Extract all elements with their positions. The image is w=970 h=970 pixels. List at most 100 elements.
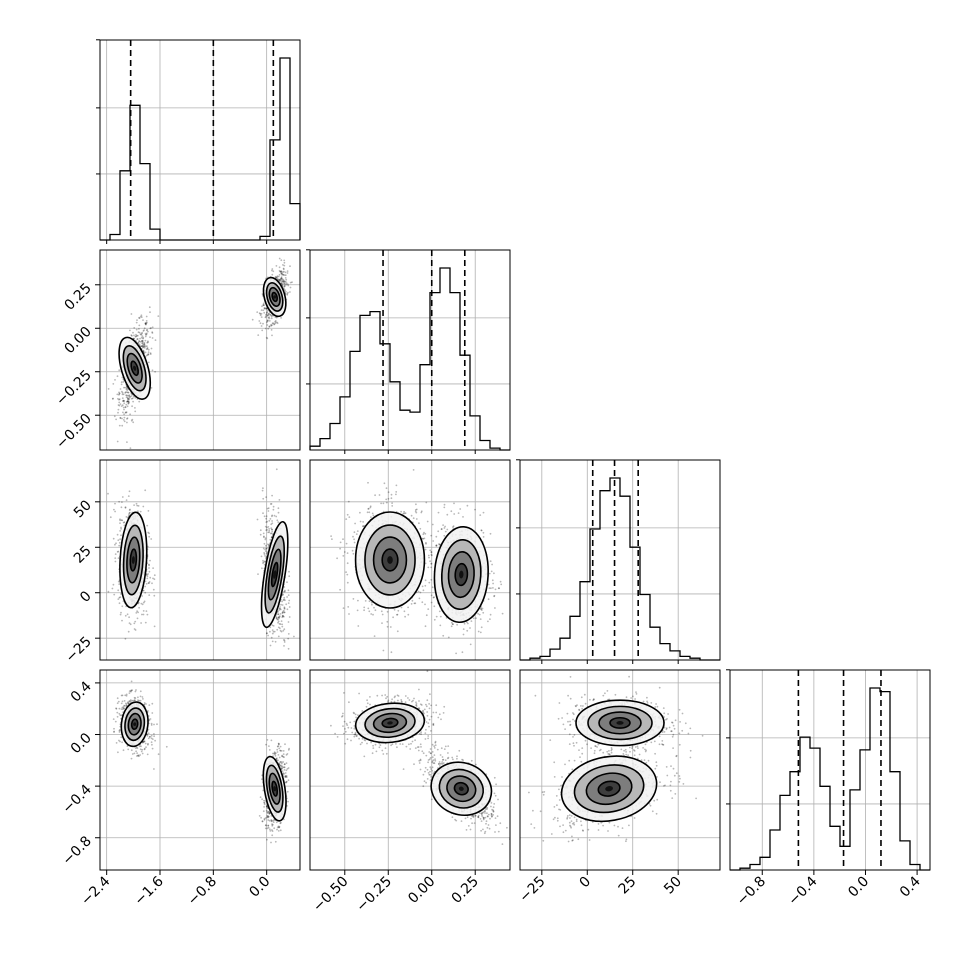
sample-point [153, 594, 156, 597]
sample-point [393, 608, 396, 611]
sample-point [128, 616, 131, 619]
sample-point [133, 696, 136, 699]
sample-point [153, 768, 155, 770]
sample-point [283, 282, 285, 285]
sample-point [127, 391, 129, 394]
sample-point [119, 613, 122, 616]
sample-point [287, 589, 290, 592]
sample-point [131, 397, 134, 400]
sample-point [269, 630, 271, 633]
sample-point [251, 318, 254, 321]
sample-point [267, 510, 270, 512]
sample-point [266, 309, 269, 312]
sample-point [280, 280, 283, 283]
sample-point [117, 408, 120, 411]
sample-point [271, 522, 274, 525]
sample-point [288, 570, 290, 573]
sample-point [410, 603, 413, 605]
sample-point [415, 518, 418, 520]
sample-point [269, 518, 272, 520]
sample-point [262, 562, 264, 564]
sample-point [149, 352, 152, 355]
sample-point [263, 536, 265, 539]
sample-point [276, 275, 279, 278]
sample-point [141, 340, 144, 342]
sample-point [272, 505, 275, 508]
sample-point [283, 596, 286, 599]
sample-point [153, 625, 156, 628]
sample-point [145, 320, 148, 322]
sample-point [123, 416, 126, 419]
sample-point [120, 736, 123, 739]
sample-point [263, 802, 266, 804]
sample-point [267, 810, 270, 813]
sample-point [114, 560, 117, 563]
sample-point [283, 763, 286, 766]
sample-point [138, 755, 140, 758]
sample-point [149, 327, 152, 330]
sample-point [128, 397, 131, 399]
sample-point [424, 603, 426, 606]
sample-point [148, 594, 151, 596]
sample-point [371, 603, 373, 606]
sample-point [136, 752, 139, 754]
sample-point [134, 397, 137, 399]
sample-point [146, 613, 149, 616]
sample-point [144, 489, 147, 492]
sample-point [122, 381, 125, 383]
sample-point [147, 710, 149, 712]
sample-point [402, 512, 405, 515]
sample-point [395, 484, 398, 487]
sample-point [289, 286, 292, 289]
sample-point [266, 307, 268, 310]
sample-point [266, 324, 269, 326]
sample-point [121, 605, 124, 608]
sample-point [119, 519, 121, 522]
joint-panel-0-3 [99, 669, 301, 871]
sample-point [151, 747, 154, 750]
sample-point [265, 547, 268, 550]
sample-point [120, 708, 123, 710]
sample-point [283, 284, 286, 287]
sample-point [281, 280, 284, 283]
sample-point [118, 739, 120, 742]
sample-point [278, 763, 281, 765]
sample-point [123, 402, 126, 405]
sample-point [268, 812, 271, 815]
sample-point [410, 514, 413, 517]
sample-point [391, 505, 394, 507]
sample-point [123, 707, 125, 710]
sample-point [280, 277, 282, 280]
density-contour [133, 722, 137, 727]
sample-point [279, 629, 282, 632]
sample-point [148, 570, 151, 573]
sample-point [277, 626, 280, 629]
sample-point [114, 557, 117, 559]
sample-point [285, 769, 288, 772]
sample-point [139, 695, 142, 698]
sample-point [263, 553, 266, 555]
sample-point [260, 325, 263, 327]
sample-point [145, 354, 148, 357]
sample-point [362, 525, 365, 528]
sample-point [425, 542, 427, 545]
sample-point [263, 799, 265, 802]
sample-point [437, 511, 440, 514]
sample-point [276, 748, 279, 751]
sample-point [146, 354, 149, 357]
sample-point [146, 347, 149, 350]
sample-point [151, 331, 154, 333]
sample-point [381, 622, 383, 624]
sample-point [121, 708, 124, 710]
sample-point [374, 609, 377, 612]
sample-point [147, 348, 150, 351]
sample-point [275, 321, 278, 324]
sample-point [143, 748, 146, 751]
sample-point [129, 413, 132, 416]
sample-point [141, 603, 144, 606]
sample-point [134, 620, 137, 623]
sample-point [424, 579, 427, 582]
sample-point [114, 502, 116, 505]
sample-point [430, 534, 433, 537]
sample-point [266, 739, 269, 741]
